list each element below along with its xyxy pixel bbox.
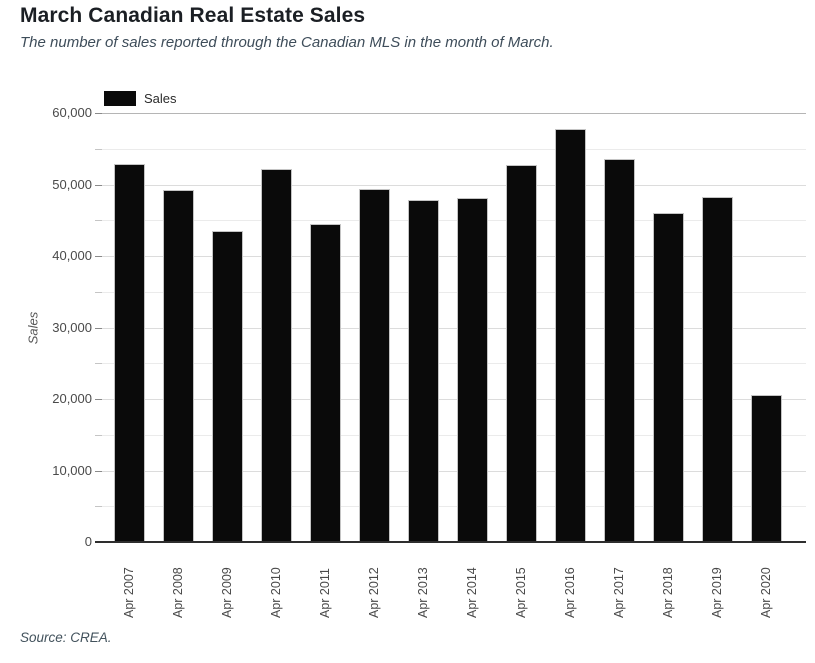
y-tick-label-50000: 50,000 xyxy=(52,177,92,192)
gridline-55000 xyxy=(100,149,806,150)
x-tick-label-apr-2008: Apr 2008 xyxy=(171,567,185,618)
x-tick-label-apr-2015: Apr 2015 xyxy=(514,567,528,618)
y-tick-45000 xyxy=(95,220,102,221)
x-tick-label-apr-2014: Apr 2014 xyxy=(465,567,479,618)
legend-swatch-sales xyxy=(104,91,136,106)
y-tick-40000 xyxy=(95,256,102,257)
x-tick-label-apr-2009: Apr 2009 xyxy=(220,567,234,618)
y-tick-50000 xyxy=(95,185,102,186)
x-tick-label-apr-2007: Apr 2007 xyxy=(122,567,136,618)
y-tick-label-20000: 20,000 xyxy=(52,391,92,406)
y-tick-label-40000: 40,000 xyxy=(52,248,92,263)
gridline-25000 xyxy=(100,363,806,364)
bar-apr-2017[interactable] xyxy=(604,159,635,542)
gridline-10000 xyxy=(100,471,806,472)
bar-apr-2009[interactable] xyxy=(212,231,243,542)
bar-apr-2018[interactable] xyxy=(653,213,684,542)
bar-apr-2013[interactable] xyxy=(408,200,439,542)
bar-apr-2012[interactable] xyxy=(359,189,390,542)
bar-apr-2010[interactable] xyxy=(261,169,292,542)
gridline-20000 xyxy=(100,399,806,400)
bar-apr-2011[interactable] xyxy=(310,224,341,542)
y-tick-label-0: 0 xyxy=(84,534,92,549)
chart-subtitle: The number of sales reported through the… xyxy=(20,34,554,51)
x-tick-label-apr-2016: Apr 2016 xyxy=(563,567,577,618)
x-tick-label-apr-2012: Apr 2012 xyxy=(367,567,381,618)
y-tick-55000 xyxy=(95,149,102,150)
legend-label-sales: Sales xyxy=(144,91,177,106)
y-tick-25000 xyxy=(95,363,102,364)
gridline-45000 xyxy=(100,220,806,221)
x-axis-baseline xyxy=(95,541,806,543)
x-tick-label-apr-2011: Apr 2011 xyxy=(318,568,332,618)
y-tick-35000 xyxy=(95,292,102,293)
y-tick-15000 xyxy=(95,435,102,436)
legend: Sales xyxy=(104,91,177,106)
gridline-15000 xyxy=(100,435,806,436)
bar-apr-2007[interactable] xyxy=(114,164,145,542)
chart-title: March Canadian Real Estate Sales xyxy=(20,4,366,27)
y-tick-30000 xyxy=(95,328,102,329)
gridline-50000 xyxy=(100,185,806,186)
x-tick-label-apr-2013: Apr 2013 xyxy=(416,567,430,618)
bar-apr-2014[interactable] xyxy=(457,198,488,542)
y-tick-label-10000: 10,000 xyxy=(52,463,92,478)
bar-apr-2019[interactable] xyxy=(702,197,733,542)
bar-apr-2008[interactable] xyxy=(163,190,194,542)
y-tick-label-30000: 30,000 xyxy=(52,320,92,335)
gridline-5000 xyxy=(100,506,806,507)
source-note: Source: CREA. xyxy=(20,630,112,645)
gridline-40000 xyxy=(100,256,806,257)
x-tick-label-apr-2020: Apr 2020 xyxy=(759,567,773,618)
x-tick-label-apr-2018: Apr 2018 xyxy=(661,567,675,618)
gridline-35000 xyxy=(100,292,806,293)
bar-apr-2015[interactable] xyxy=(506,165,537,542)
bar-apr-2020[interactable] xyxy=(751,395,782,542)
y-tick-5000 xyxy=(95,506,102,507)
y-tick-10000 xyxy=(95,471,102,472)
y-tick-60000 xyxy=(95,113,102,114)
x-tick-label-apr-2010: Apr 2010 xyxy=(269,567,283,618)
gridline-60000 xyxy=(100,113,806,114)
x-tick-label-apr-2019: Apr 2019 xyxy=(710,567,724,618)
x-tick-label-apr-2017: Apr 2017 xyxy=(612,567,626,618)
y-tick-20000 xyxy=(95,399,102,400)
gridline-30000 xyxy=(100,328,806,329)
bar-apr-2016[interactable] xyxy=(555,129,586,542)
y-tick-label-60000: 60,000 xyxy=(52,105,92,120)
